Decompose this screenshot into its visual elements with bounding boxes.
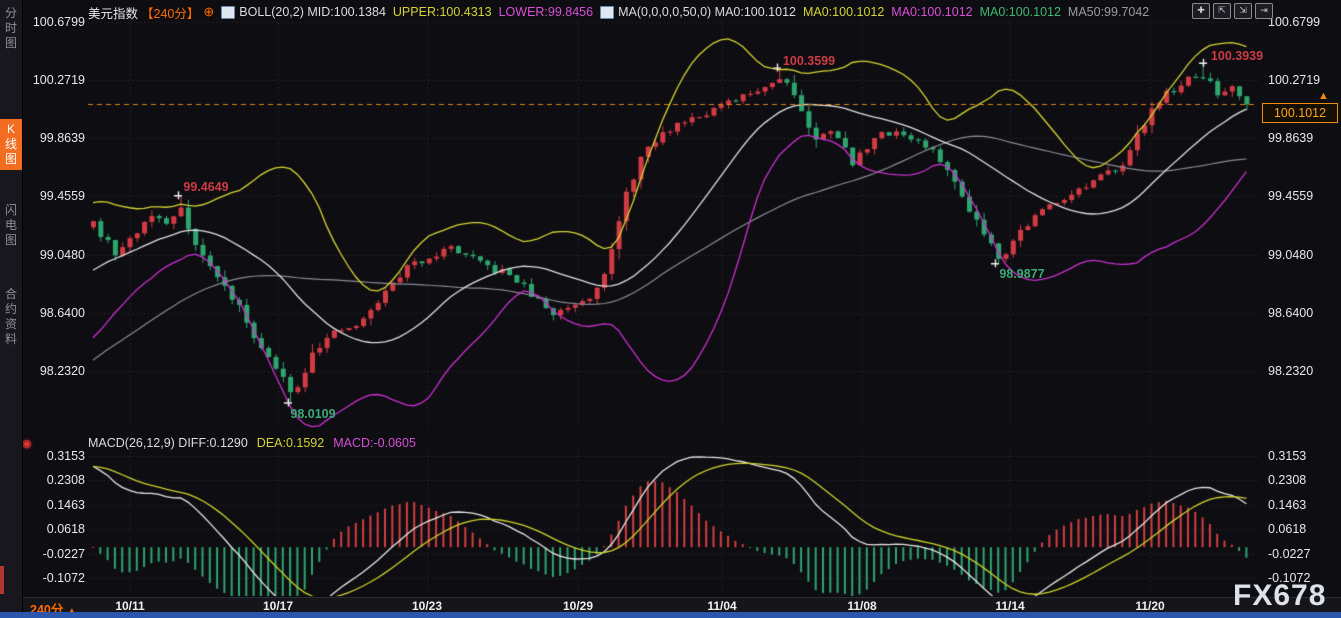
sidebar-tab-3[interactable]: 合约资料	[0, 287, 22, 347]
price-axis-label-left: 100.6799	[32, 15, 85, 29]
macd-axis-label-right: 0.2308	[1268, 473, 1307, 487]
price-up-arrow-icon: ▲	[1318, 90, 1329, 102]
sidebar-tab-label: K线图	[4, 122, 17, 166]
price-axis-label-right: 98.2320	[1268, 364, 1314, 378]
macd-axis-label-left: -0.0227	[42, 547, 85, 561]
date-axis-label: 11/08	[847, 599, 877, 613]
date-axis-label: 10/11	[115, 599, 145, 613]
date-axis-label: 10/23	[411, 599, 443, 613]
time-axis-bar	[0, 597, 1341, 613]
sidebar: 分时图 K线图闪电图合约资料	[0, 0, 23, 612]
boll-indicator-icon[interactable]	[221, 5, 236, 19]
macd-dea-readout: DEA:0.1592	[256, 436, 325, 450]
ma0-magenta-readout: MA0:100.1012	[891, 5, 973, 19]
low-price-annotation: 98.9877	[999, 267, 1045, 282]
high-price-annotation: 100.3939	[1210, 48, 1264, 63]
high-price-annotation: 100.3599	[782, 53, 836, 68]
macd-header: MACD(26,12,9) DIFF:0.1290 DEA:0.1592 MAC…	[88, 436, 416, 450]
indicator-header: 美元指数 【240分】 ⊕ BOLL(20,2) MID:100.1384 UP…	[88, 3, 1149, 21]
price-axis-label-left: 99.8639	[39, 131, 85, 145]
macd-axis-label-right: -0.0227	[1268, 547, 1311, 561]
price-axis-label-left: 100.2719	[32, 73, 85, 87]
sidebar-tab-label: 合约资料	[4, 287, 17, 346]
sidebar-tab-2[interactable]: 闪电图	[0, 203, 22, 248]
zoom-axis-right-button[interactable]: ⇲	[1234, 3, 1252, 19]
ma50-readout: MA50:99.7042	[1067, 5, 1150, 19]
price-axis-label-right: 100.2719	[1268, 73, 1321, 87]
current-price-tag: 100.1012	[1262, 103, 1338, 123]
boll-readout: BOLL(20,2) MID:100.1384	[239, 5, 386, 19]
macd-axis-label-right: 0.3153	[1268, 449, 1307, 463]
price-axis-label-left: 99.0480	[39, 248, 85, 262]
high-price-annotation: 99.4649	[183, 180, 229, 195]
price-axis-label-right: 100.6799	[1268, 15, 1321, 29]
period-expand-icon: ▲	[67, 606, 77, 617]
macd-axis-label-left: 0.3153	[46, 449, 85, 463]
date-axis-label: 11/04	[707, 599, 737, 613]
macd-axis-label-right: 0.1463	[1268, 498, 1307, 512]
macd-value-readout: MACD:-0.0605	[333, 436, 416, 450]
sidebar-tab-0[interactable]: 分时图	[0, 6, 22, 51]
sidebar-tab-label: 分时图	[4, 6, 17, 50]
macd-axis-label-right: 0.0618	[1268, 522, 1307, 536]
date-axis-label: 10/17	[262, 599, 294, 613]
macd-axis-label-left: 0.0618	[46, 522, 85, 536]
ma0-yellow-readout: MA0:100.1012	[802, 5, 885, 19]
sidebar-scroll-indicator	[0, 566, 4, 594]
price-axis-label-left: 99.4559	[39, 189, 85, 203]
price-axis-label-right: 99.0480	[1268, 248, 1314, 262]
price-axis-label-right: 98.6400	[1268, 306, 1314, 320]
macd-axis-label-left: 0.1463	[46, 498, 85, 512]
price-axis-label-left: 98.2320	[39, 364, 85, 378]
sidebar-tab-1[interactable]: K线图	[0, 119, 22, 170]
ma-readout: MA(0,0,0,0,50,0) MA0:100.1012	[618, 5, 796, 19]
boll-upper-readout: UPPER:100.4313	[392, 5, 492, 19]
bottom-taskbar-strip	[0, 612, 1341, 618]
macd-readout: MACD(26,12,9) DIFF:0.1290	[88, 436, 248, 450]
ma-indicator-icon[interactable]	[600, 5, 615, 19]
date-axis-label: 10/29	[562, 599, 594, 613]
symbol-title: 美元指数	[88, 6, 139, 21]
ma0-green-readout: MA0:100.1012	[979, 5, 1061, 19]
price-axis-label-left: 98.6400	[39, 306, 85, 320]
fx678-watermark: FX678	[1233, 579, 1327, 612]
exit-fullscreen-button[interactable]: ⇥	[1255, 3, 1273, 19]
sidebar-tab-label: 闪电图	[4, 203, 17, 247]
low-price-annotation: 98.0109	[290, 406, 336, 421]
add-compare-icon[interactable]: ⊕	[203, 4, 215, 19]
chart-toolbar: ✚ ⇱ ⇲ ⇥	[1192, 3, 1273, 19]
date-axis-label: 11/14	[995, 599, 1025, 613]
price-axis-label-right: 99.4559	[1268, 189, 1314, 203]
period-label: 【240分】	[141, 6, 200, 21]
macd-axis-label-left: -0.1072	[42, 571, 85, 585]
date-axis-label: 11/20	[1135, 599, 1165, 613]
macd-axis-label-left: 0.2308	[46, 473, 85, 487]
boll-lower-readout: LOWER:99.8456	[498, 5, 594, 19]
zoom-axis-left-button[interactable]: ⇱	[1213, 3, 1231, 19]
price-axis-label-right: 99.8639	[1268, 131, 1314, 145]
macd-axis-label-right: -0.1072	[1268, 571, 1311, 585]
move-crosshair-button[interactable]: ✚	[1192, 3, 1210, 19]
macd-settings-icon[interactable]: ◉	[22, 438, 32, 450]
